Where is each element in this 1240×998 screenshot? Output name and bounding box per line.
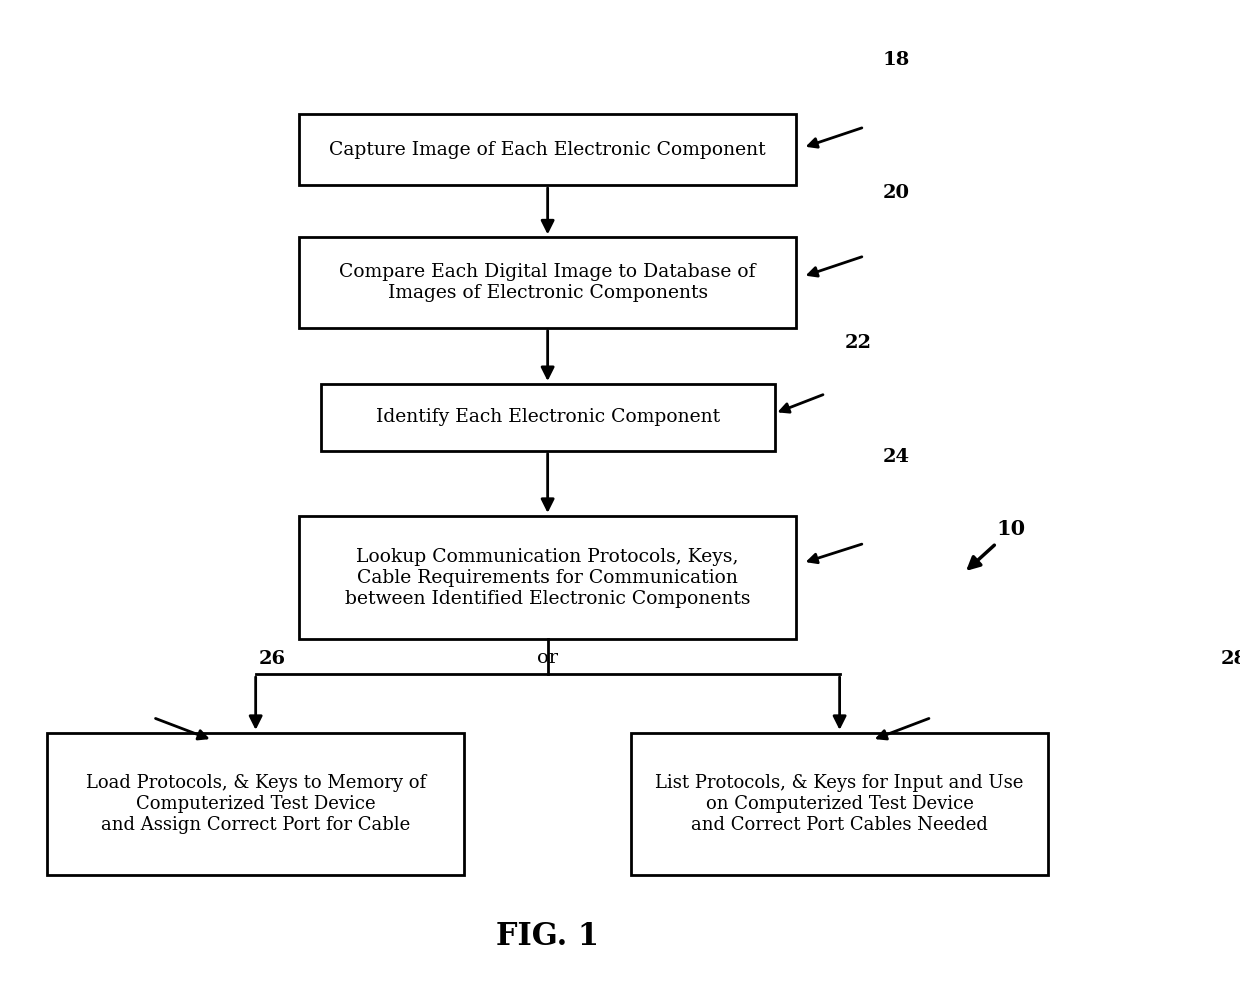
Text: FIG. 1: FIG. 1 bbox=[496, 921, 599, 952]
Text: Load Protocols, & Keys to Memory of
Computerized Test Device
and Assign Correct : Load Protocols, & Keys to Memory of Comp… bbox=[86, 774, 425, 834]
FancyBboxPatch shape bbox=[321, 384, 775, 451]
Text: 20: 20 bbox=[883, 184, 910, 202]
Text: Capture Image of Each Electronic Component: Capture Image of Each Electronic Compone… bbox=[330, 141, 766, 159]
Text: Lookup Communication Protocols, Keys,
Cable Requirements for Communication
betwe: Lookup Communication Protocols, Keys, Ca… bbox=[345, 548, 750, 608]
Text: List Protocols, & Keys for Input and Use
on Computerized Test Device
and Correct: List Protocols, & Keys for Input and Use… bbox=[656, 774, 1024, 834]
Text: 18: 18 bbox=[883, 51, 910, 69]
FancyBboxPatch shape bbox=[299, 516, 796, 640]
Text: 28: 28 bbox=[1221, 650, 1240, 668]
Text: 26: 26 bbox=[258, 650, 285, 668]
FancyBboxPatch shape bbox=[299, 238, 796, 327]
FancyBboxPatch shape bbox=[299, 114, 796, 185]
Text: or: or bbox=[537, 650, 558, 668]
Text: 22: 22 bbox=[844, 333, 872, 351]
Text: Identify Each Electronic Component: Identify Each Electronic Component bbox=[376, 408, 719, 426]
Text: 10: 10 bbox=[997, 519, 1025, 539]
Text: 24: 24 bbox=[883, 448, 910, 466]
FancyBboxPatch shape bbox=[47, 733, 464, 875]
FancyBboxPatch shape bbox=[631, 733, 1048, 875]
Text: Compare Each Digital Image to Database of
Images of Electronic Components: Compare Each Digital Image to Database o… bbox=[340, 263, 756, 302]
